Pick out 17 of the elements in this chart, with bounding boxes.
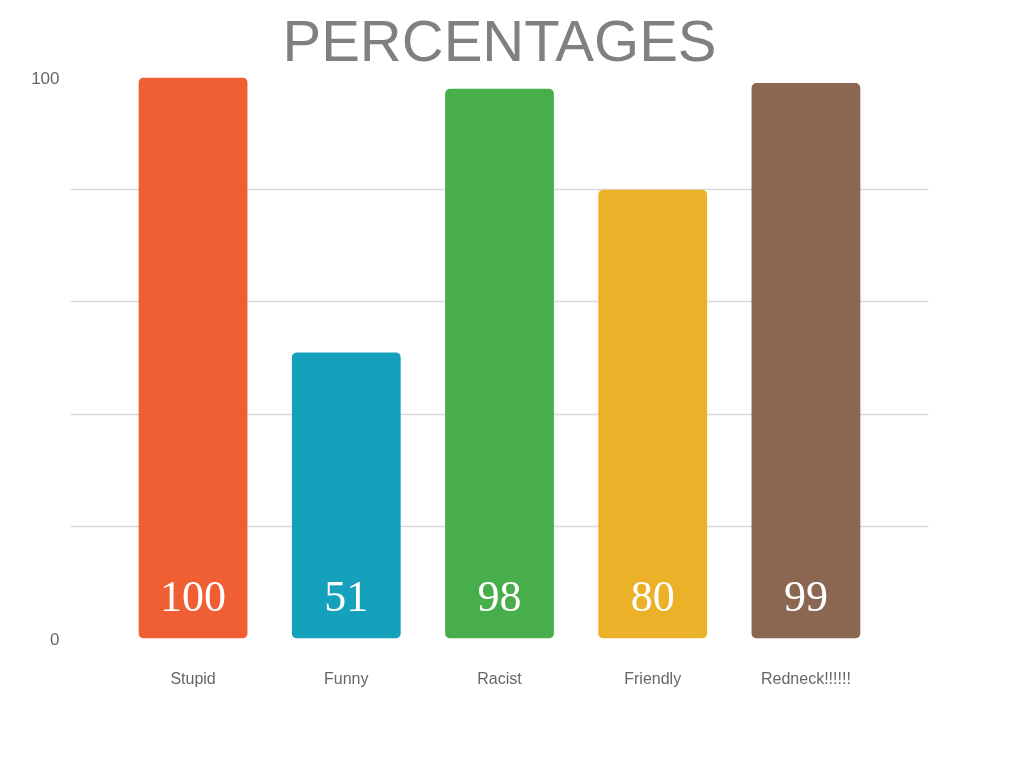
data-label: 100 (160, 571, 227, 621)
x-tick-label: Stupid (170, 669, 216, 687)
bar (445, 88, 554, 639)
x-tick-label: Friendly (624, 669, 682, 687)
data-label: 51 (324, 571, 369, 621)
bar (291, 352, 401, 639)
x-tick-label: Redneck!!!!!! (761, 669, 851, 687)
bar (598, 189, 708, 639)
data-label: 80 (630, 571, 675, 621)
chart-title: PERCENTAGES (282, 7, 717, 73)
y-tick-label: 0 (50, 629, 60, 649)
bar (138, 77, 248, 639)
x-tick-label: Funny (324, 669, 369, 687)
data-label: 99 (783, 571, 828, 621)
x-tick-label: Racist (477, 669, 523, 687)
bar (751, 83, 861, 639)
data-label: 98 (477, 571, 522, 621)
